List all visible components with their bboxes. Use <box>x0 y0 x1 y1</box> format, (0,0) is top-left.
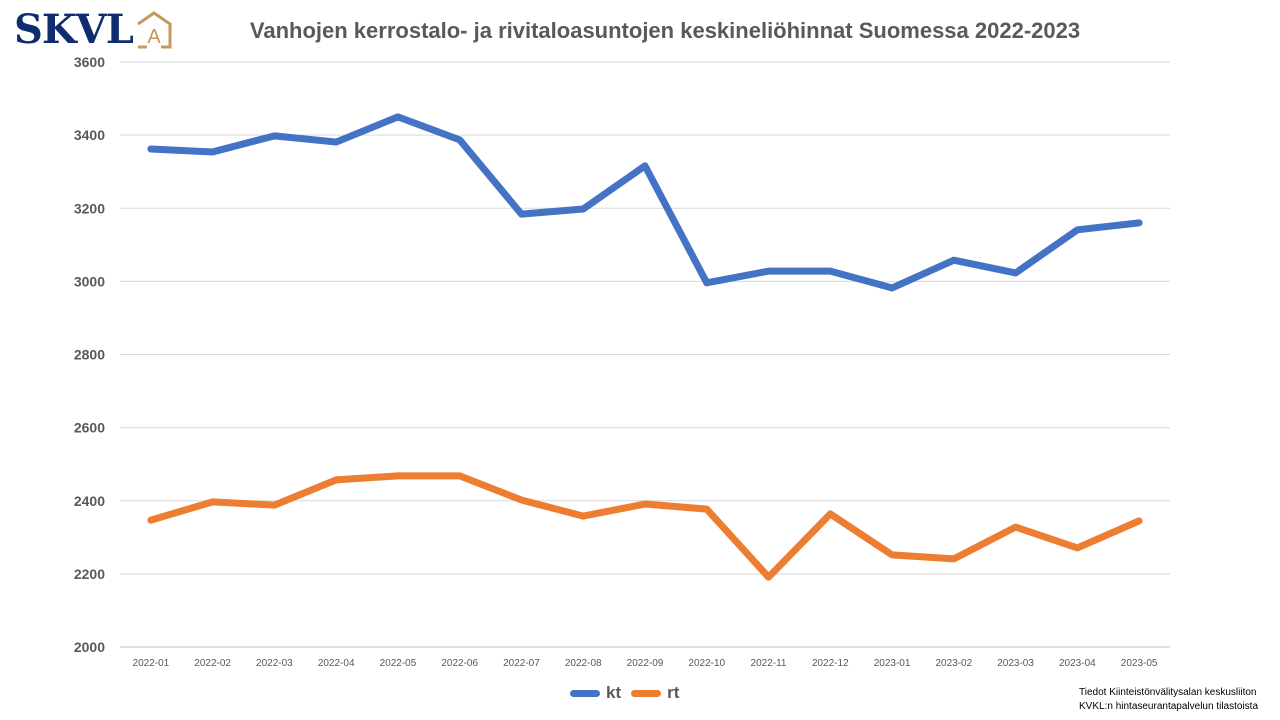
x-tick-label: 2023-03 <box>997 658 1034 669</box>
y-tick-label: 2200 <box>74 566 105 582</box>
skvl-logo: SKVL A <box>14 8 173 52</box>
x-tick-label: 2023-04 <box>1059 658 1096 669</box>
legend-label-rt: rt <box>667 683 680 702</box>
y-tick-label: 2800 <box>74 347 105 363</box>
x-tick-label: 2023-05 <box>1121 658 1158 669</box>
logo-badge: A <box>147 26 161 48</box>
y-tick-label: 3200 <box>74 200 105 216</box>
x-tick-label: 2022-10 <box>688 658 725 669</box>
legend-swatch-kt <box>570 689 600 697</box>
series-line-kt <box>147 113 1143 292</box>
source-line-2: KVKL:n hintaseurantapalvelun tilastoista <box>1079 701 1259 712</box>
y-tick-label: 3400 <box>74 127 105 143</box>
x-tick-label: 2022-04 <box>318 658 355 669</box>
x-tick-label: 2023-02 <box>935 658 972 669</box>
y-tick-label: 2400 <box>74 493 105 509</box>
x-tick-label: 2022-09 <box>627 658 664 669</box>
source-note: Tiedot Kiinteistönvälitysalan keskusliit… <box>1079 686 1258 714</box>
y-tick-label: 2000 <box>74 639 105 655</box>
legend: kt rt <box>570 683 679 703</box>
y-tick-label: 3600 <box>74 54 105 70</box>
chart-title: Vanhojen kerrostalo- ja rivitaloasuntoje… <box>249 18 1081 43</box>
x-tick-label: 2022-08 <box>565 658 602 669</box>
x-tick-label: 2022-06 <box>441 658 478 669</box>
legend-swatch-rt <box>631 689 662 697</box>
source-line-1: Tiedot Kiinteistönvälitysalan keskusliit… <box>1079 687 1257 698</box>
x-tick-label: 2022-05 <box>380 658 417 669</box>
x-tick-label: 2022-07 <box>503 658 540 669</box>
y-tick-label: 3000 <box>74 273 105 289</box>
logo-text: SKVL <box>14 6 134 53</box>
x-tick-label: 2022-01 <box>133 658 170 669</box>
x-tick-label: 2022-12 <box>812 658 849 669</box>
x-tick-label: 2023-01 <box>874 658 911 669</box>
series-line-rt <box>147 472 1143 581</box>
house-logo-icon: A <box>136 11 172 49</box>
legend-label-kt: kt <box>606 683 622 702</box>
x-tick-label: 2022-11 <box>751 658 787 669</box>
y-tick-label: 2600 <box>74 420 105 436</box>
x-tick-label: 2022-03 <box>256 658 293 669</box>
x-tick-label: 2022-02 <box>194 658 231 669</box>
